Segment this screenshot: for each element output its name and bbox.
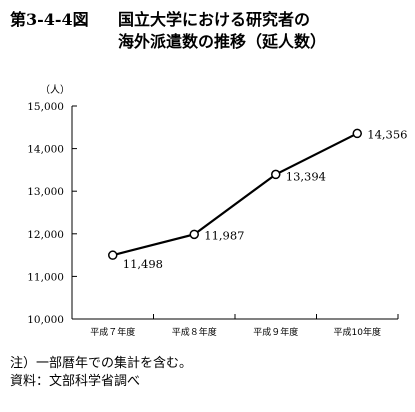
figure-number: 第3-4-4図: [10, 10, 89, 29]
figure-title-line2: 海外派遣数の推移（延人数）: [118, 32, 327, 51]
figure-title-line1: 国立大学における研究者の: [118, 10, 311, 29]
x-tick-label: 平成７年度: [90, 326, 135, 338]
footnote: 注）一部暦年での集計を含む。: [10, 356, 193, 371]
y-tick-label: 13,000: [27, 186, 64, 198]
x-tick-label: 平成８年度: [172, 326, 217, 338]
data-point: [352, 128, 362, 139]
y-unit-label: （人）: [40, 84, 70, 96]
data-point: [189, 229, 199, 240]
notes-block: 注）一部暦年での集計を含む。 資料：文部科学省調べ: [10, 355, 192, 391]
data-label: 11,498: [123, 257, 163, 271]
data-point: [271, 169, 281, 180]
data-label: 13,394: [286, 169, 326, 183]
y-tick-label: 15,000: [27, 101, 64, 113]
y-tick-label: 12,000: [27, 229, 64, 241]
y-tick-label: 14,000: [27, 144, 64, 156]
data-point: [108, 250, 118, 260]
source-note: 資料：文部科学省調べ: [10, 374, 141, 389]
y-tick-label: 11,000: [27, 271, 64, 283]
y-tick-label: 10,000: [27, 314, 64, 326]
x-tick-label: 平成10年度: [334, 326, 381, 338]
data-label: 14,356: [367, 127, 407, 141]
data-label: 11,987: [204, 228, 244, 242]
x-tick-label: 平成９年度: [253, 326, 298, 338]
series-line: [112, 132, 358, 257]
